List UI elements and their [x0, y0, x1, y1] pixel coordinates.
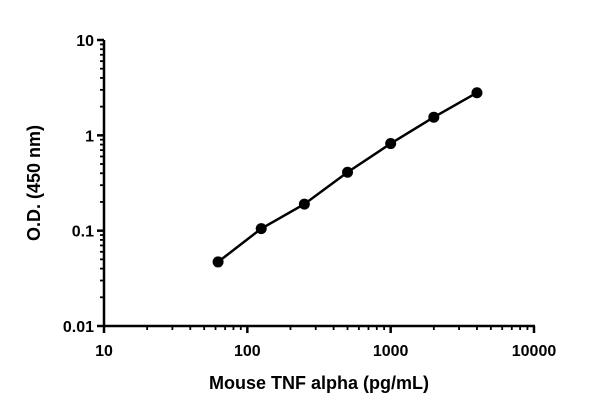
data-point [212, 256, 224, 268]
data-point [385, 138, 397, 150]
axes [102, 40, 535, 328]
y-tick-label: 1 [85, 128, 94, 145]
tick-labels: 10 100 1000 10000 0.01 0.1 1 10 [63, 33, 556, 360]
data-point [255, 223, 267, 235]
x-tick-label: 10 [95, 343, 113, 360]
data-series [212, 87, 483, 268]
y-axis-title: O.D. (450 nm) [24, 125, 44, 241]
data-point [428, 111, 440, 123]
data-point [298, 198, 310, 210]
data-point [471, 87, 483, 99]
y-tick-label: 0.01 [63, 319, 94, 336]
axis-ticks [97, 38, 536, 333]
x-tick-label: 100 [234, 343, 261, 360]
x-axis-title: Mouse TNF alpha (pg/mL) [209, 373, 429, 393]
y-tick-label: 0.1 [72, 224, 94, 241]
x-tick-label: 10000 [512, 343, 557, 360]
y-tick-label: 10 [76, 33, 94, 50]
x-tick-label: 1000 [373, 343, 409, 360]
data-point [342, 166, 354, 178]
